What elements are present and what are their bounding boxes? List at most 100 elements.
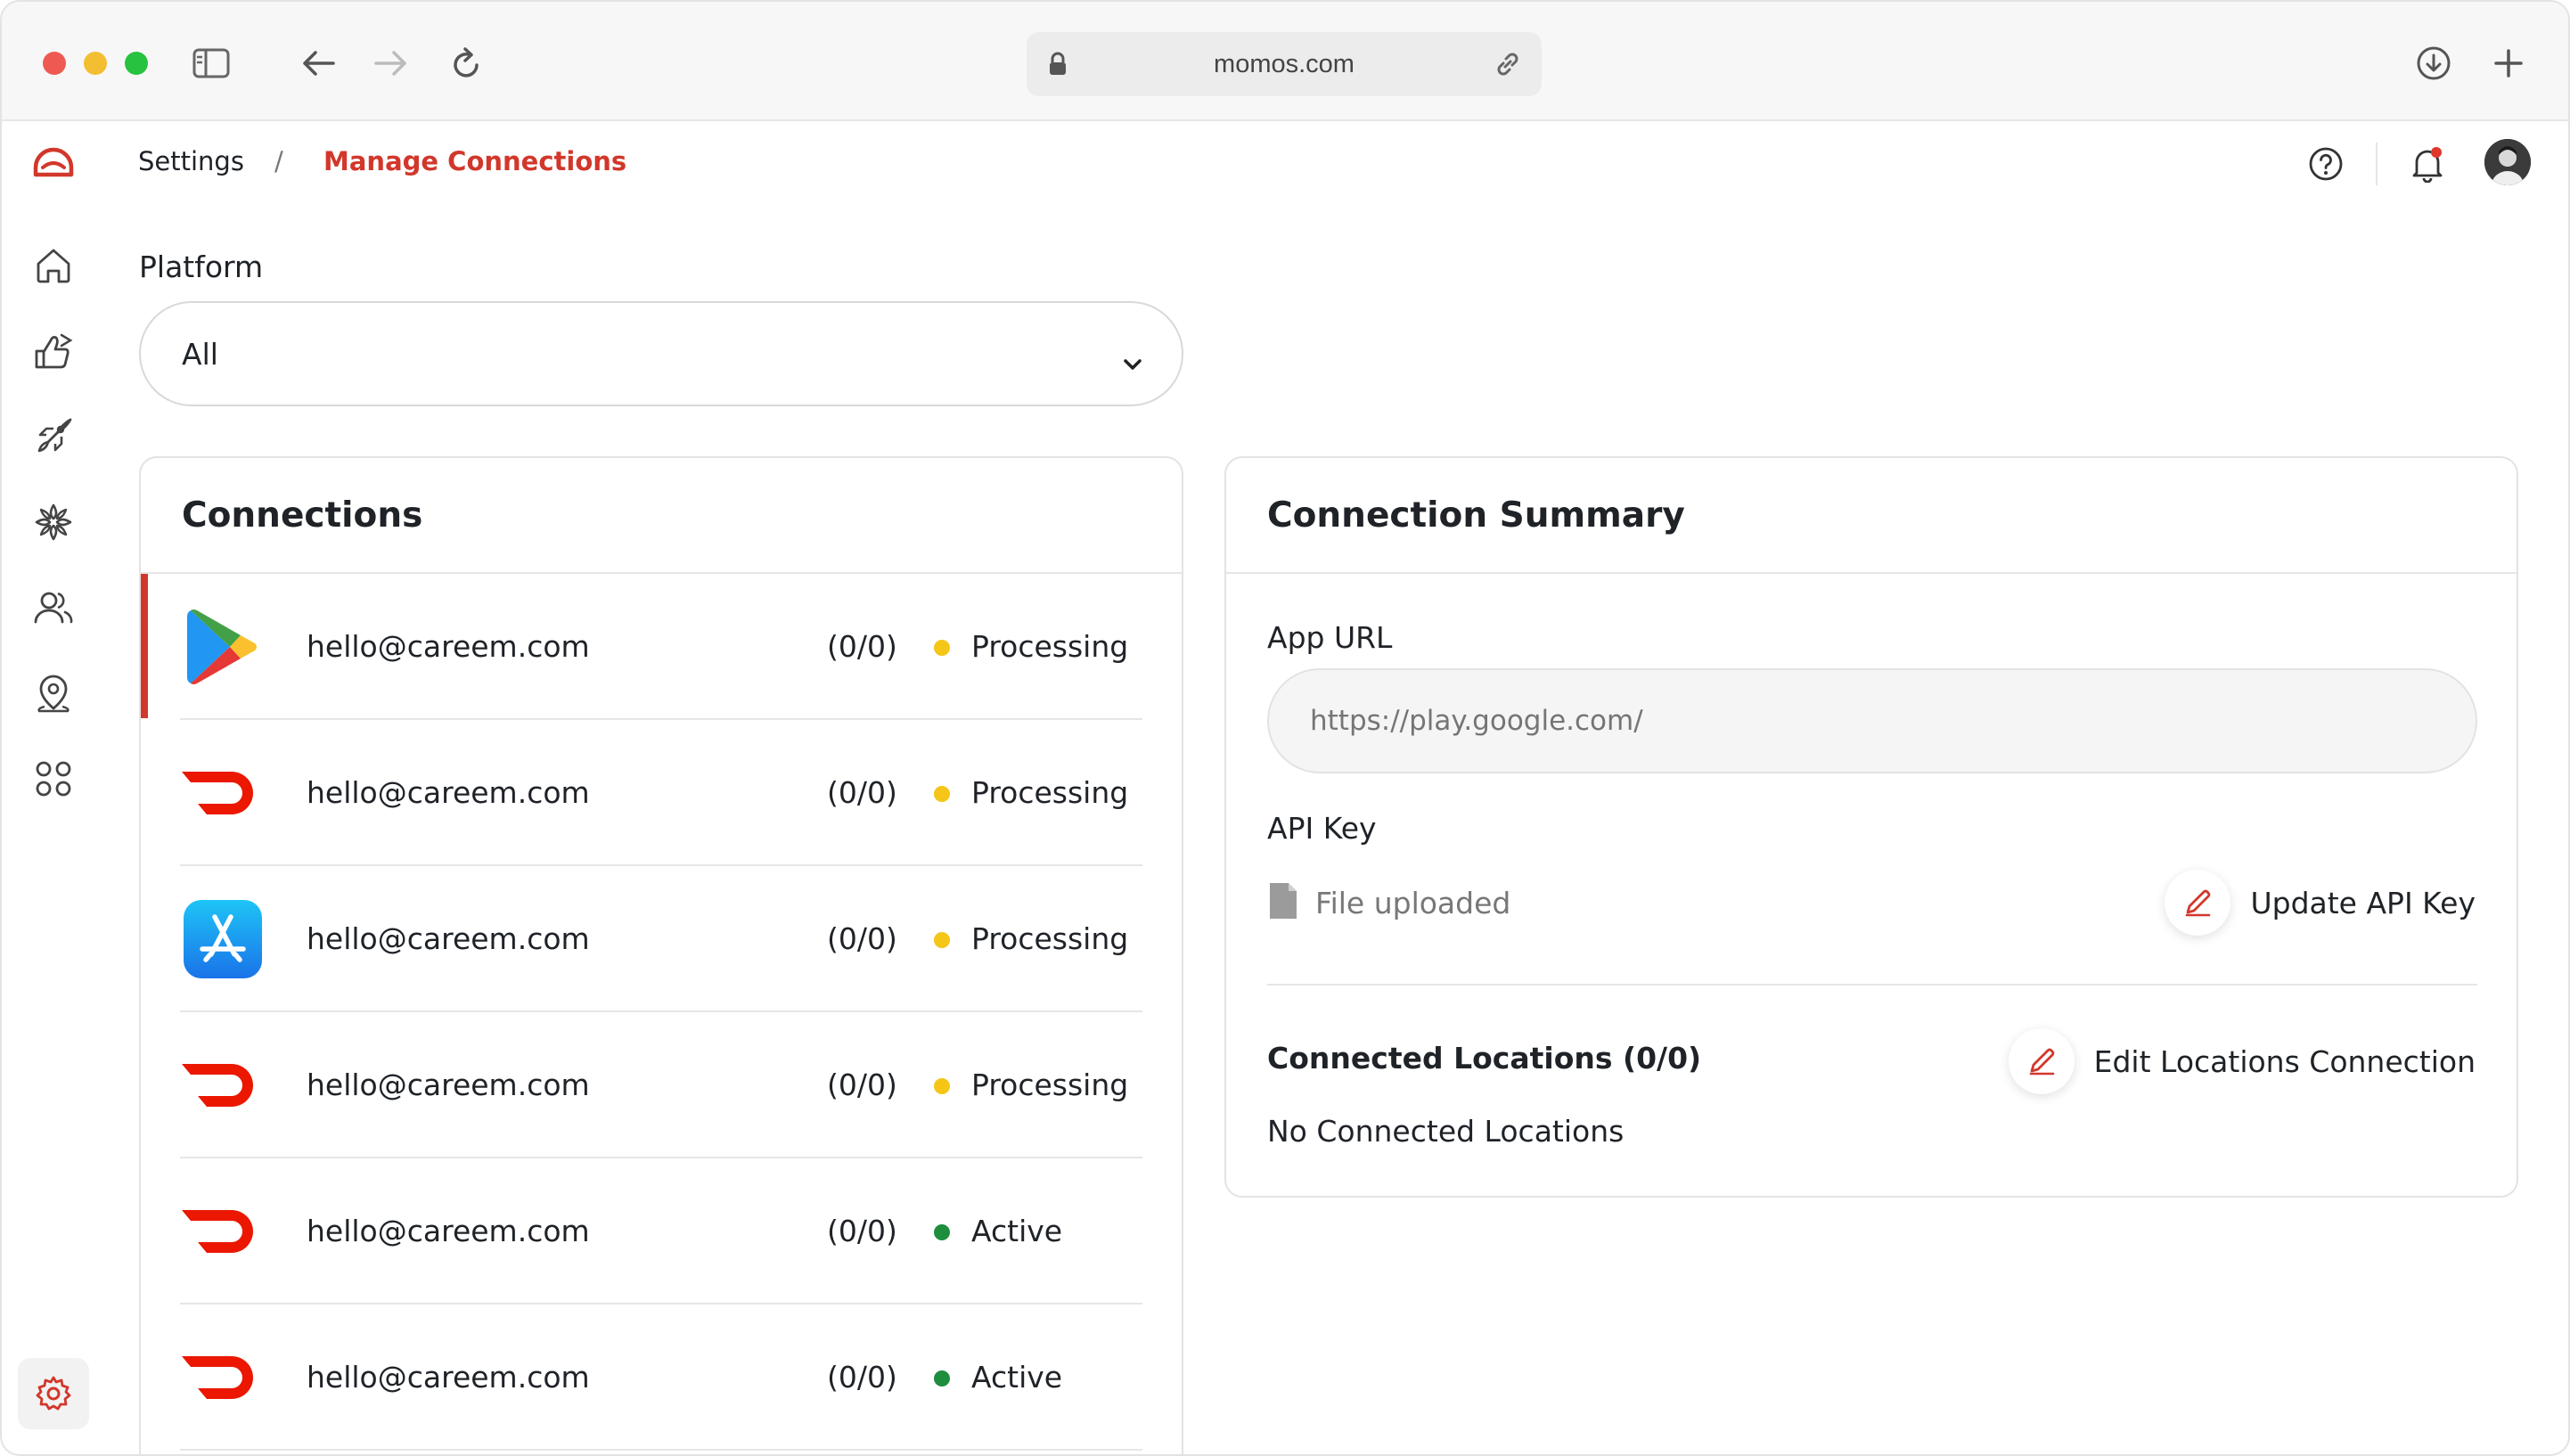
header-divider (2376, 143, 2378, 185)
notification-bell-icon[interactable] (2402, 139, 2452, 189)
platform-select-value: All (182, 336, 218, 372)
pencil-icon (2165, 870, 2231, 936)
connected-locations-title: Connected Locations (0/0) (1267, 1041, 1702, 1076)
doordash-logo-icon (180, 750, 266, 836)
chevron-down-icon (1123, 344, 1142, 379)
app-url-input[interactable] (1267, 668, 2477, 773)
update-api-key-label: Update API Key (2250, 885, 2476, 920)
breadcrumb-separator: / (274, 146, 283, 176)
rocket-icon[interactable] (30, 413, 77, 460)
connection-count: (0/0) (827, 629, 897, 664)
window-zoom-button[interactable] (125, 52, 148, 75)
selected-indicator (141, 574, 148, 718)
momos-logo[interactable] (32, 144, 75, 183)
summary-title: Connection Summary (1267, 495, 1685, 536)
home-icon[interactable] (30, 242, 77, 289)
card-header-divider (1226, 572, 2517, 574)
row-divider (180, 1449, 1142, 1451)
connection-row[interactable]: hello@careem.com (0/0) Processing (141, 720, 1182, 866)
share-link-icon[interactable] (1494, 50, 1522, 83)
users-icon[interactable] (30, 585, 77, 631)
connection-count: (0/0) (827, 921, 897, 956)
new-tab-plus-icon[interactable] (2488, 43, 2529, 84)
location-pin-icon[interactable] (30, 670, 77, 716)
thumbs-up-share-icon[interactable] (30, 328, 77, 374)
row-divider (180, 718, 1142, 720)
settings-gear-icon[interactable] (18, 1358, 89, 1429)
pencil-icon (2008, 1028, 2075, 1094)
api-key-file: File uploaded (1267, 880, 1510, 925)
connection-email: hello@careem.com (307, 775, 590, 810)
connection-status: Active (971, 1214, 1063, 1248)
download-icon[interactable] (2413, 43, 2454, 84)
connection-status: Processing (971, 775, 1129, 810)
apps-grid-icon[interactable] (30, 756, 77, 802)
connection-row[interactable]: hello@careem.com (0/0) Active (141, 1158, 1182, 1305)
connection-count: (0/0) (827, 1214, 897, 1248)
row-divider (180, 1010, 1142, 1012)
doordash-logo-icon (180, 1335, 266, 1420)
platform-label: Platform (139, 249, 264, 284)
breadcrumb-current: Manage Connections (323, 146, 627, 176)
reload-icon[interactable] (446, 43, 487, 84)
update-api-key-button[interactable]: Update API Key (2165, 870, 2476, 936)
file-status: File uploaded (1315, 885, 1511, 920)
connection-status: Active (971, 1360, 1063, 1395)
forward-arrow-icon[interactable] (371, 43, 412, 84)
connection-summary-card: Connection Summary App URL API Key File … (1224, 456, 2518, 1198)
status-dot (934, 1078, 950, 1094)
connection-status: Processing (971, 921, 1129, 956)
user-avatar[interactable] (2484, 139, 2531, 185)
platform-select[interactable]: All (139, 301, 1183, 406)
connection-count: (0/0) (827, 775, 897, 810)
help-icon[interactable] (2301, 139, 2351, 189)
lock-icon (1048, 52, 1068, 81)
status-dot (934, 1224, 950, 1240)
sidebar-toggle-icon[interactable] (191, 43, 232, 84)
app-header: Settings / Manage Connections (2, 123, 2568, 203)
connections-card: Connections hello@careem.com (0/0) Proce… (139, 456, 1183, 1454)
browser-toolbar: momos.com (2, 2, 2568, 121)
connection-count: (0/0) (827, 1360, 897, 1395)
sparkle-flower-icon[interactable] (30, 499, 77, 545)
card-header-divider (141, 572, 1182, 574)
connection-row[interactable]: hello@careem.com (0/0) Active (141, 1305, 1182, 1451)
window-close-button[interactable] (43, 52, 66, 75)
connection-row[interactable]: hello@careem.com (0/0) Processing (141, 574, 1182, 720)
row-divider (180, 1157, 1142, 1158)
window-minimize-button[interactable] (84, 52, 107, 75)
connection-status: Processing (971, 629, 1129, 664)
connection-email: hello@careem.com (307, 1067, 590, 1102)
breadcrumb-settings-link[interactable]: Settings (138, 146, 244, 176)
status-dot (934, 786, 950, 802)
connection-email: hello@careem.com (307, 1214, 590, 1248)
status-dot (934, 932, 950, 948)
back-arrow-icon[interactable] (298, 43, 339, 84)
doordash-logo-icon (180, 1189, 266, 1274)
api-key-label: API Key (1267, 811, 1377, 846)
edit-locations-label: Edit Locations Connection (2093, 1043, 2476, 1079)
connection-row[interactable]: hello@careem.com (0/0) Processing (141, 866, 1182, 1012)
address-bar[interactable]: momos.com (1027, 32, 1542, 96)
app-url-label: App URL (1267, 620, 1393, 655)
edit-locations-button[interactable]: Edit Locations Connection (2008, 1028, 2476, 1094)
connection-status: Processing (971, 1067, 1129, 1102)
connection-row[interactable]: hello@careem.com (0/0) Processing (141, 1012, 1182, 1158)
file-icon (1267, 880, 1299, 926)
connection-email: hello@careem.com (307, 1360, 590, 1395)
row-divider (180, 864, 1142, 866)
google-play-logo-icon (180, 604, 266, 690)
no-locations-text: No Connected Locations (1267, 1114, 1625, 1149)
status-dot (934, 1370, 950, 1386)
app-store-logo-icon (180, 896, 266, 982)
status-dot (934, 640, 950, 656)
summary-divider (1267, 984, 2477, 986)
connection-count: (0/0) (827, 1067, 897, 1102)
address-text: momos.com (1214, 49, 1355, 78)
row-divider (180, 1303, 1142, 1305)
connection-email: hello@careem.com (307, 921, 590, 956)
connection-email: hello@careem.com (307, 629, 590, 664)
doordash-logo-icon (180, 1043, 266, 1128)
connections-title: Connections (182, 495, 423, 536)
